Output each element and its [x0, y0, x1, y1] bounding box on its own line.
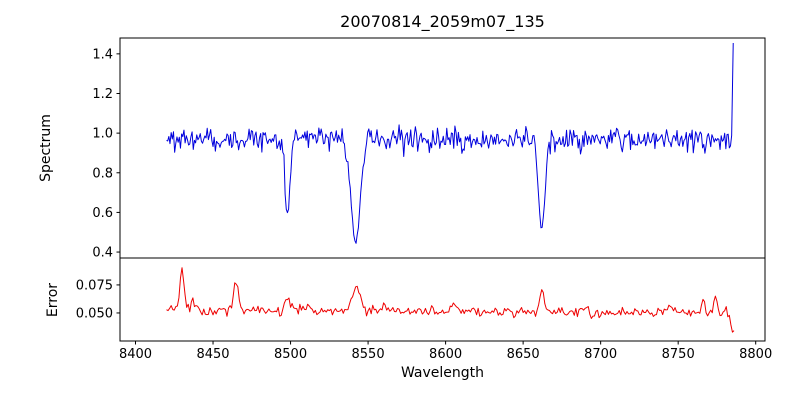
error-y-tick-label: 0.075: [76, 278, 113, 293]
spectrum-y-tick-label: 1.4: [92, 47, 113, 62]
x-tick-label: 8550: [352, 347, 385, 362]
chart-title: 20070814_2059m07_135: [340, 12, 545, 31]
x-tick-label: 8400: [119, 347, 152, 362]
x-axis-label: Wavelength: [400, 365, 485, 381]
x-tick-label: 8600: [429, 347, 462, 362]
top-panel-spines: [119, 37, 766, 259]
spectrum-y-tick-label: 1.0: [92, 127, 113, 142]
spectrum-y-tick-label: 0.6: [92, 206, 113, 221]
x-tick-label: 8800: [739, 347, 772, 362]
error-line: [166, 267, 735, 333]
x-tick-label: 8700: [584, 347, 617, 362]
spectrum-y-tick-label: 0.4: [92, 246, 113, 261]
x-tick-label: 8650: [507, 347, 540, 362]
spectrum-y-tick-label: 1.2: [92, 87, 113, 102]
bottom-panel-spines: [119, 257, 766, 342]
spectrum-line: [166, 42, 734, 244]
x-tick-label: 8450: [196, 347, 229, 362]
spectrum-y-tick-label: 0.8: [92, 166, 113, 181]
x-tick-label: 8500: [274, 347, 307, 362]
error-y-tick-label: 0.050: [76, 306, 113, 321]
x-tick-label: 8750: [662, 347, 695, 362]
